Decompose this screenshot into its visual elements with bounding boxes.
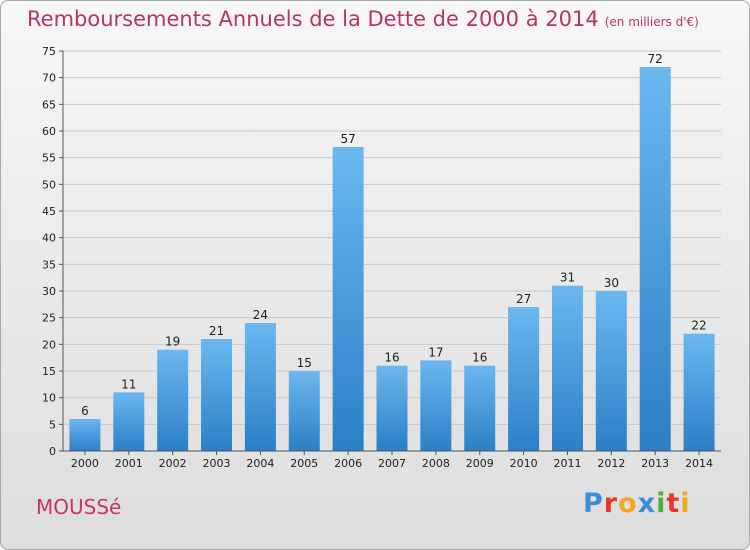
x-tick-label: 2013 [641, 457, 669, 470]
chart-unit: (en milliers d'€) [604, 15, 699, 29]
y-tick-label: 70 [42, 72, 56, 85]
x-axis-ticks: 2000 2001 2002 2003 2004 2005 2006 2007 2008 2009… [71, 451, 713, 470]
y-tick-label: 30 [42, 285, 56, 298]
bar-2005 [288, 371, 320, 451]
y-tick-label: 35 [42, 258, 56, 271]
y-tick-label: 55 [42, 152, 56, 165]
data-label-2003: 21 [209, 324, 224, 338]
bar-2000 [69, 419, 101, 451]
bar-2003 [201, 339, 233, 451]
chart-title-text: Remboursements Annuels de la Dette de 20… [27, 7, 599, 31]
y-tick-label: 65 [42, 98, 56, 111]
x-tick-label: 2008 [422, 457, 450, 470]
y-tick-label: 5 [49, 418, 56, 431]
bar-2009 [464, 365, 496, 451]
bar-2006 [332, 147, 364, 451]
x-tick-label: 2002 [159, 457, 187, 470]
y-tick-label: 20 [42, 338, 56, 351]
y-tick-label: 50 [42, 178, 56, 191]
logo-letter: t [666, 488, 681, 519]
bar-2004 [244, 323, 276, 451]
logo-letter: o [618, 488, 638, 519]
x-tick-label: 2006 [334, 457, 362, 470]
data-label-2009: 16 [472, 351, 487, 365]
x-tick-label: 2000 [71, 457, 99, 470]
x-tick-label: 2007 [378, 457, 406, 470]
bar-2012 [595, 291, 627, 451]
x-tick-label: 2003 [203, 457, 231, 470]
bar-2011 [551, 285, 583, 451]
logo-letter: r [603, 488, 619, 519]
x-tick-label: 2005 [290, 457, 318, 470]
bar-2013 [639, 67, 671, 451]
data-labels: 6 11 19 21 24 15 57 16 17 16 27 31 30 72 22 [81, 52, 707, 418]
bar-2002 [157, 349, 189, 451]
data-label-2013: 72 [648, 52, 663, 66]
logo-letter: i [656, 488, 667, 519]
data-label-2005: 15 [297, 356, 312, 370]
data-label-2004: 24 [253, 308, 268, 322]
y-tick-label: 45 [42, 205, 56, 218]
bar-2010 [508, 307, 540, 451]
y-tick-label: 0 [49, 445, 56, 458]
axes [62, 51, 721, 452]
commune-name: MOUSSé [36, 495, 122, 519]
y-tick-label: 40 [42, 232, 56, 245]
bar-2014 [683, 333, 715, 451]
x-tick-label: 2009 [466, 457, 494, 470]
x-tick-label: 2012 [597, 457, 625, 470]
y-tick-label: 25 [42, 312, 56, 325]
x-tick-label: 2004 [246, 457, 274, 470]
data-label-2012: 30 [604, 276, 619, 290]
data-label-2014: 22 [691, 319, 706, 333]
data-label-2006: 57 [340, 132, 355, 146]
logo-letter: P [583, 488, 604, 519]
x-tick-label: 2011 [553, 457, 581, 470]
y-tick-label: 15 [42, 365, 56, 378]
x-tick-label: 2010 [510, 457, 538, 470]
logo-letter: x [637, 488, 657, 519]
x-tick-label: 2001 [115, 457, 143, 470]
y-tick-label: 75 [42, 45, 56, 58]
bars [69, 67, 715, 451]
y-axis-ticks: 0 5 10 15 20 25 30 35 40 45 50 55 60 65 70 75 [42, 45, 63, 458]
bar-2007 [376, 365, 408, 451]
bar-2001 [113, 392, 145, 451]
data-label-2000: 6 [81, 404, 89, 418]
y-tick-label: 60 [42, 125, 56, 138]
proxiti-logo: Proxiti [583, 488, 691, 519]
x-tick-label: 2014 [685, 457, 713, 470]
chart-title: Remboursements Annuels de la Dette de 20… [27, 7, 699, 31]
data-label-2011: 31 [560, 271, 575, 285]
data-label-2001: 11 [121, 377, 136, 391]
data-label-2002: 19 [165, 335, 180, 349]
data-label-2007: 16 [384, 351, 399, 365]
y-tick-label: 10 [42, 392, 56, 405]
data-label-2010: 27 [516, 292, 531, 306]
bar-2008 [420, 360, 452, 451]
data-label-2008: 17 [428, 345, 443, 359]
logo-letter: i [680, 488, 691, 519]
